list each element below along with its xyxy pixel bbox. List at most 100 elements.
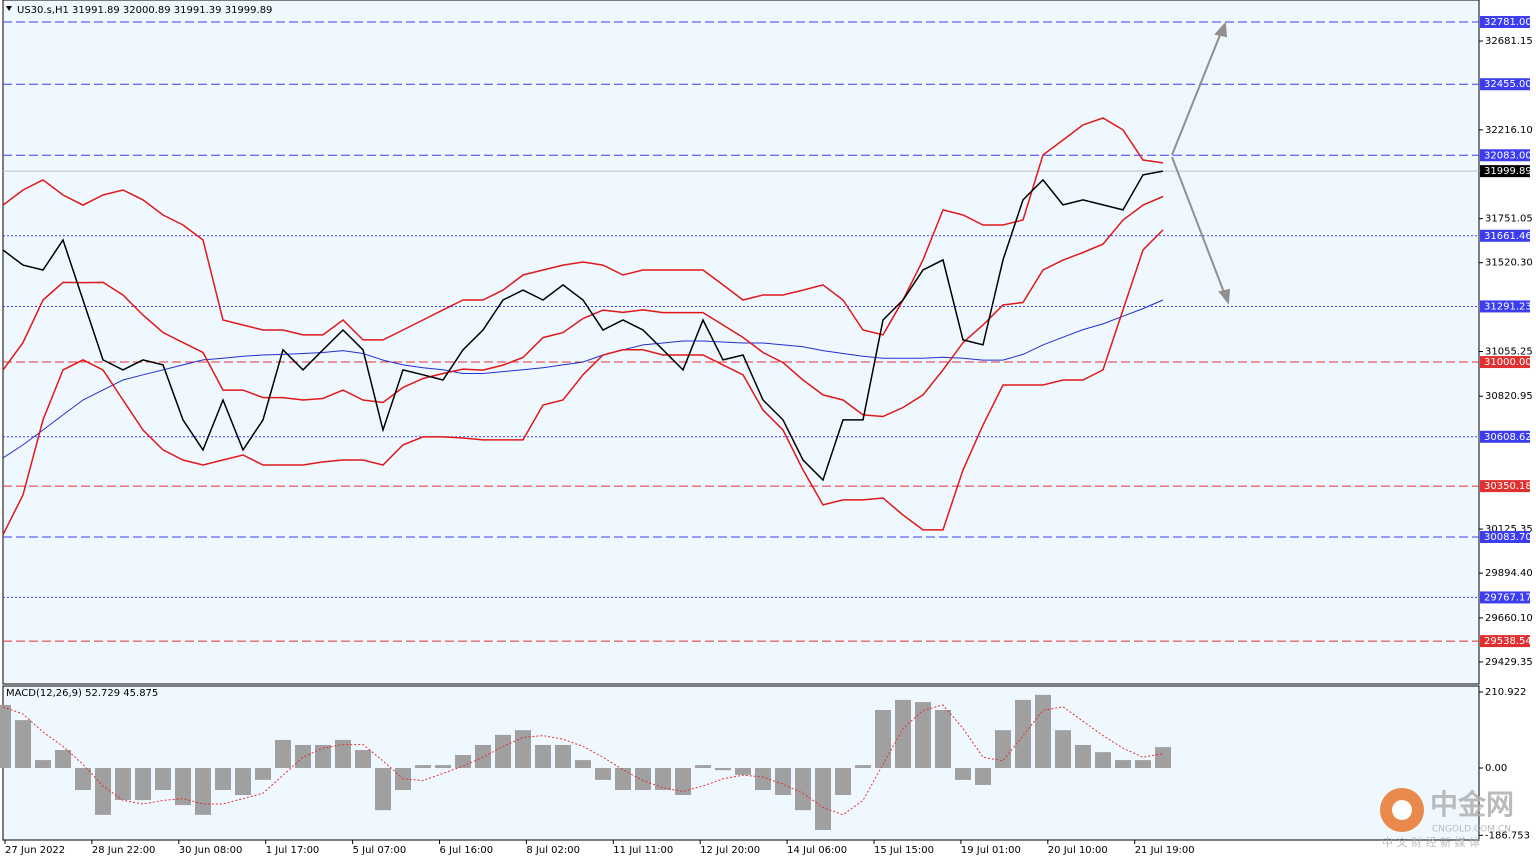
macd-bar	[115, 768, 131, 801]
menu-triangle	[6, 6, 12, 11]
macd-bar	[575, 760, 591, 769]
macd-bar	[915, 702, 931, 769]
macd-bar	[895, 699, 911, 769]
macd-bar	[675, 768, 691, 796]
arrowhead	[1218, 288, 1231, 305]
level-label-box	[1480, 356, 1530, 369]
y-tick-label: 30125.35	[1485, 524, 1533, 535]
macd-bar	[335, 739, 351, 769]
macd-bar	[855, 765, 871, 769]
macd-bar	[795, 768, 811, 811]
level-label-box	[1480, 300, 1530, 313]
level-label: 31999.89	[1484, 166, 1532, 177]
macd-bar	[35, 760, 51, 769]
macd-bar	[215, 768, 231, 790]
level-label: 31291.23	[1484, 301, 1532, 312]
x-tick-label: 19 Jul 01:00	[961, 845, 1021, 856]
level-label: 30083.70	[1484, 532, 1532, 543]
macd-bar	[275, 739, 291, 769]
macd-bar	[295, 744, 311, 769]
arrow-down	[1171, 156, 1226, 296]
level-label: 32781.00	[1484, 17, 1532, 28]
macd-bar	[875, 709, 891, 769]
macd-bar	[835, 768, 851, 796]
macd-bar	[515, 730, 531, 769]
macd-bar	[415, 765, 431, 769]
macd-bar	[635, 768, 651, 790]
level-label-box	[1480, 635, 1530, 648]
macd-title: MACD(12,26,9) 52.729 45.875	[6, 688, 158, 699]
main-panel	[2, 0, 1480, 685]
level-label-box	[1480, 591, 1530, 604]
macd-bar	[175, 768, 191, 806]
level-label-box	[1480, 78, 1530, 91]
macd-bar	[1155, 747, 1171, 769]
x-tick-label: 28 Jun 22:00	[92, 845, 156, 856]
macd-bar	[1035, 694, 1051, 769]
macd-bar	[775, 768, 791, 796]
macd-bar	[975, 768, 991, 785]
level-label-box	[1480, 531, 1530, 544]
macd-bar	[355, 749, 371, 769]
macd-bar	[1115, 760, 1131, 769]
macd-bar	[0, 704, 11, 769]
macd-bar	[1075, 744, 1091, 769]
series-line	[2, 117, 1164, 341]
macd-bar	[315, 744, 331, 769]
macd-bar	[435, 765, 451, 769]
arrowhead	[1214, 21, 1228, 38]
x-tick-label: 1 Jul 17:00	[266, 845, 320, 856]
macd-bar	[495, 734, 511, 769]
x-tick-label: 21 Jul 19:00	[1135, 845, 1195, 856]
series-line	[2, 195, 1164, 418]
logo-inner	[1392, 800, 1412, 820]
macd-bar	[735, 768, 751, 775]
level-label-box	[1480, 480, 1530, 493]
x-tick-label: 14 Jul 06:00	[787, 845, 847, 856]
macd-bar	[935, 709, 951, 769]
watermark-logo: 中金网	[1430, 788, 1514, 821]
level-label: 31661.46	[1484, 231, 1532, 242]
level-label: 29538.54	[1484, 636, 1532, 647]
series-line	[2, 299, 1164, 459]
level-label: 32083.00	[1484, 150, 1532, 161]
level-label: 30608.62	[1484, 432, 1532, 443]
macd-bar	[135, 768, 151, 801]
level-label: 31000.00	[1484, 357, 1532, 368]
y-tick-label: 32681.15	[1485, 36, 1533, 47]
y-tick-label: 31751.05	[1485, 214, 1533, 225]
macd-bar	[255, 768, 271, 780]
macd-bar	[995, 730, 1011, 769]
macd-bar	[1015, 699, 1031, 769]
macd-bar	[615, 768, 631, 790]
x-tick-label: 27 Jun 2022	[5, 845, 65, 856]
x-tick-label: 12 Jul 20:00	[700, 845, 760, 856]
x-tick-label: 30 Jun 08:00	[179, 845, 243, 856]
macd-bar	[535, 744, 551, 769]
level-label-box	[1480, 149, 1530, 162]
level-label: 30350.18	[1484, 481, 1532, 492]
macd-bar	[655, 768, 671, 790]
y-tick-label: 29660.10	[1485, 613, 1533, 624]
macd-bar	[1095, 752, 1111, 769]
macd-bar	[55, 749, 71, 769]
x-tick-label: 5 Jul 07:00	[353, 845, 407, 856]
level-label: 32455.00	[1484, 79, 1532, 90]
macd-bar	[15, 720, 31, 769]
macd-bar	[475, 744, 491, 769]
series-line	[2, 170, 1164, 482]
macd-bar	[155, 768, 171, 790]
series-line	[2, 229, 1164, 536]
macd-bar	[815, 768, 831, 830]
macd-bar	[95, 768, 111, 815]
macd-bar	[955, 768, 971, 780]
y-tick-label: 31520.30	[1485, 258, 1533, 269]
level-label: 29767.17	[1484, 592, 1532, 603]
watermark-site: CNGOLD.COM.CN	[1432, 825, 1511, 835]
signal-line	[2, 704, 1164, 816]
macd-bar	[1135, 760, 1151, 769]
y-tick-label: 210.922	[1485, 687, 1526, 698]
y-tick-label: 32216.10	[1485, 125, 1533, 136]
x-tick-label: 20 Jul 10:00	[1048, 845, 1108, 856]
